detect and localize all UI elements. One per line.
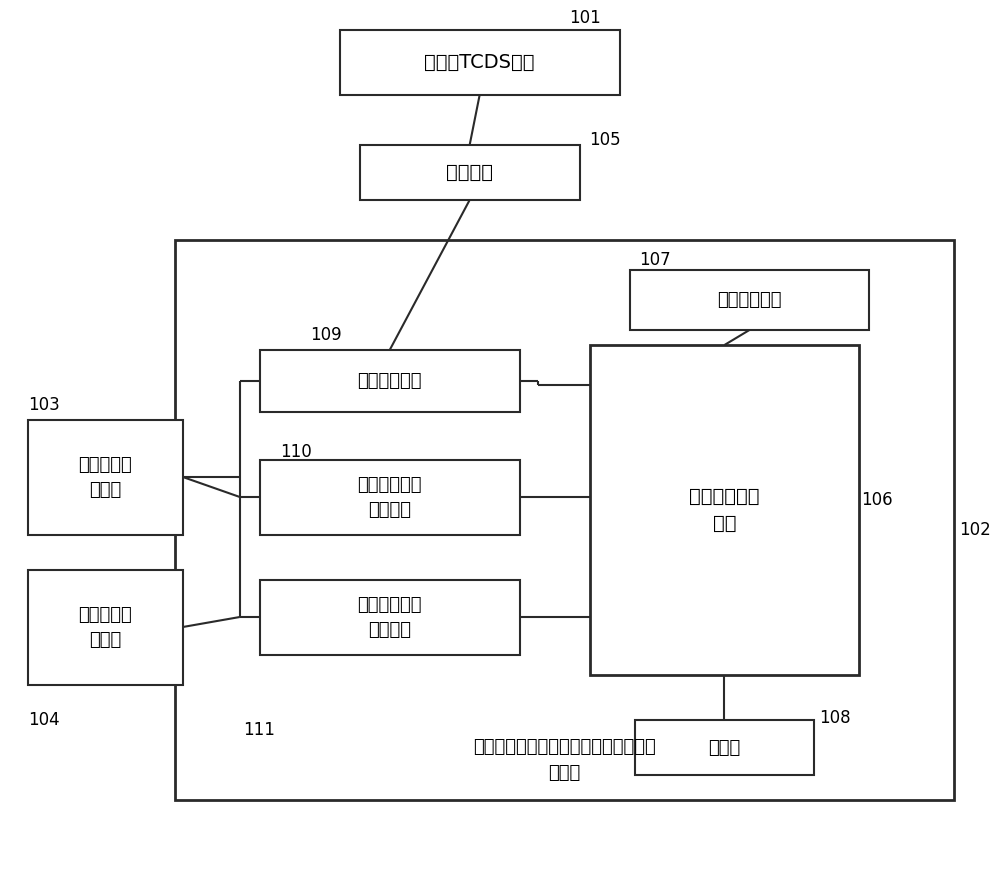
Text: 102: 102 (959, 521, 991, 539)
Bar (260, 460, 520, 535)
Text: 108: 108 (819, 709, 851, 727)
Text: 109: 109 (310, 326, 341, 344)
Text: 制动缸压力传
感器接口: 制动缸压力传 感器接口 (357, 596, 422, 639)
Text: 104: 104 (28, 711, 60, 729)
Bar (340, 30, 620, 95)
Text: 103: 103 (28, 396, 60, 414)
Bar (630, 270, 869, 330)
Text: 声光报警电路: 声光报警电路 (717, 291, 782, 309)
Bar (260, 580, 520, 655)
Text: 列车管压力
传感器: 列车管压力 传感器 (79, 456, 132, 499)
Bar (260, 350, 520, 412)
Bar (175, 240, 954, 800)
Text: 107: 107 (640, 251, 671, 269)
Bar (28, 420, 183, 535)
Text: 列车网络接口: 列车网络接口 (357, 372, 422, 390)
Text: 110: 110 (280, 443, 312, 461)
Bar (360, 145, 580, 200)
Text: 中央处理芯片
电路: 中央处理芯片 电路 (689, 487, 760, 533)
Text: 列车管压力传
感器接口: 列车管压力传 感器接口 (357, 476, 422, 519)
Text: 列车网络: 列车网络 (446, 163, 493, 182)
Text: 111: 111 (243, 721, 275, 739)
Bar (590, 345, 859, 675)
Text: 存储器: 存储器 (708, 738, 741, 757)
Text: 列车级TCDS主机: 列车级TCDS主机 (424, 53, 535, 72)
Bar (28, 570, 183, 685)
Text: 制动缸压力
传感器: 制动缸压力 传感器 (79, 606, 132, 649)
Text: 列车意外紧急制动车载实时在线监测主
机装置: 列车意外紧急制动车载实时在线监测主 机装置 (473, 738, 656, 782)
Text: 106: 106 (861, 491, 893, 509)
Text: 101: 101 (570, 9, 601, 27)
Text: 105: 105 (590, 131, 621, 149)
Bar (635, 720, 814, 775)
